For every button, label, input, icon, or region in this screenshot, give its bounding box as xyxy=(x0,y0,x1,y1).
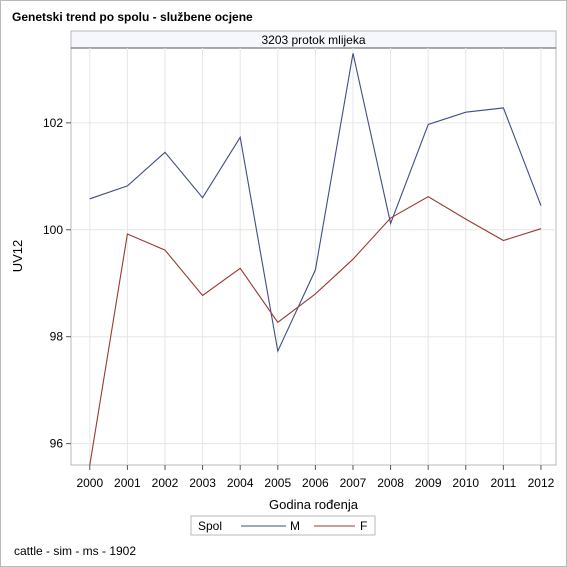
x-tick-label: 2012 xyxy=(528,476,555,490)
x-tick-label: 2006 xyxy=(302,476,329,490)
x-tick-label: 2000 xyxy=(76,476,103,490)
y-tick-label: 100 xyxy=(43,223,63,237)
x-tick-label: 2002 xyxy=(152,476,179,490)
x-tick-label: 2008 xyxy=(377,476,404,490)
x-tick-label: 2001 xyxy=(114,476,141,490)
x-axis-label: Godina rođenja xyxy=(269,497,359,512)
legend-label-f: F xyxy=(360,519,367,533)
x-tick-label: 2011 xyxy=(490,476,516,490)
axes: 2000 2001 2002 2003 2004 2005 2006 2007 2008 2009… xyxy=(43,116,555,490)
legend: Spol M F xyxy=(190,515,376,536)
gridlines xyxy=(71,48,556,465)
legend-label-m: M xyxy=(290,519,300,533)
footnote: cattle - sim - ms - 1902 xyxy=(14,544,137,558)
y-tick-label: 96 xyxy=(50,437,64,451)
series-line-m xyxy=(89,53,542,353)
y-tick-label: 102 xyxy=(43,116,63,130)
x-tick-label: 2010 xyxy=(452,476,479,490)
legend-title: Spol xyxy=(198,519,222,533)
chart-title: Genetski trend po spolu - službene ocjen… xyxy=(12,10,253,24)
panel-label: 3203 protok mlijeka xyxy=(261,33,365,47)
series-layer xyxy=(89,53,542,466)
y-tick-label: 98 xyxy=(50,330,64,344)
plot-area xyxy=(70,47,557,466)
x-tick-label: 2005 xyxy=(264,476,291,490)
x-tick-label: 2009 xyxy=(415,476,442,490)
x-tick-label: 2007 xyxy=(340,476,367,490)
y-axis-label: UV12 xyxy=(10,240,25,273)
series-line-f xyxy=(89,195,542,466)
x-tick-label: 2004 xyxy=(227,476,254,490)
x-tick-label: 2003 xyxy=(189,476,216,490)
